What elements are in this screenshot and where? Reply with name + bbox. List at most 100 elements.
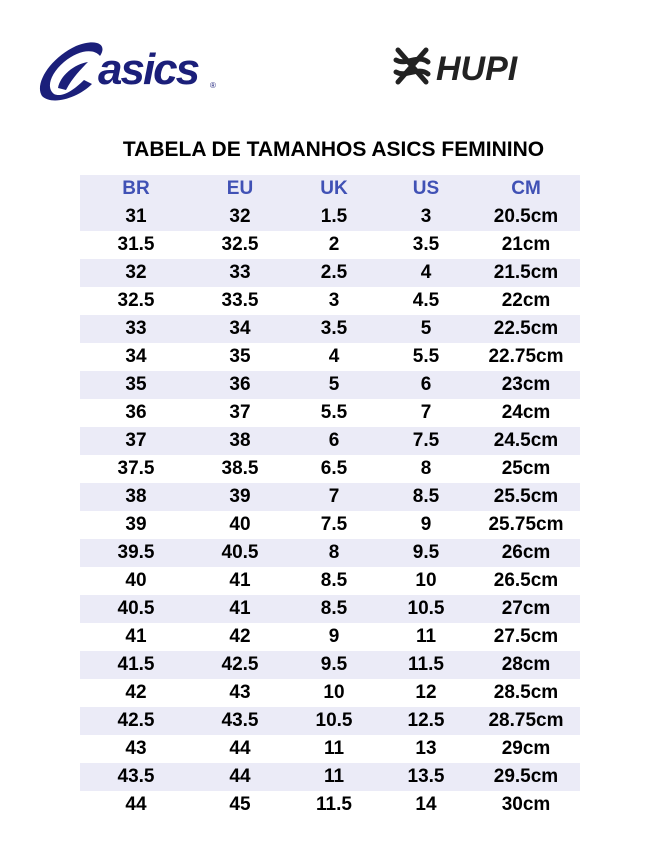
cell-uk: 8 [328,542,340,563]
cell-us: 7 [420,402,432,423]
table-row: 41.5 42.5 9.5 11.5 28cm [80,651,580,679]
cell-br: 41.5 [117,654,155,675]
cell-us: 9 [420,514,432,535]
cell-us: 7.5 [412,430,440,451]
cell-cm: 30cm [501,794,551,815]
cell-us: 3.5 [412,234,440,255]
cell-br: 43 [125,738,147,759]
cell-cm: 22.5cm [493,318,559,339]
cell-us: 13.5 [407,766,445,787]
cell-uk: 6.5 [320,458,348,479]
cell-br: 36 [125,402,147,423]
table-row: 32 33 2.5 4 21.5cm [80,259,580,287]
cell-eu: 44 [229,738,251,759]
cell-br: 32.5 [117,290,155,311]
cell-eu: 38 [229,430,251,451]
cell-uk: 10 [323,682,345,703]
cell-us: 6 [420,374,432,395]
cell-us: 3 [420,206,432,227]
cell-uk: 4 [328,346,340,367]
cell-cm: 24cm [501,402,551,423]
cell-eu: 37 [229,402,251,423]
cell-br: 37.5 [117,458,155,479]
cell-br: 31 [125,206,147,227]
size-table: BR EU UK US CM 31 32 1.5 3 20.5cm 31.5 32.5 2 3.… [80,175,580,819]
cell-cm: 22.75cm [488,346,564,367]
cell-cm: 27.5cm [493,626,559,647]
cell-br: 39.5 [117,542,155,563]
cell-us: 8.5 [412,486,440,507]
cell-br: 37 [125,430,147,451]
cell-br: 44 [125,794,147,815]
cell-cm: 26cm [501,542,551,563]
table-row: 40 41 8.5 10 26.5cm [80,567,580,595]
cell-br: 40 [125,570,147,591]
cell-cm: 22cm [501,290,551,311]
cell-eu: 41 [229,570,251,591]
cell-eu: 32 [229,206,251,227]
cell-eu: 42.5 [221,654,259,675]
cell-eu: 36 [229,374,251,395]
cell-cm: 28.75cm [488,710,564,731]
cell-uk: 7 [328,486,340,507]
cell-eu: 33 [229,262,251,283]
table-row: 31 32 1.5 3 20.5cm [80,203,580,231]
asics-logo: asics ® [39,42,216,101]
table-row: 38 39 7 8.5 25.5cm [80,483,580,511]
table-row: 32.5 33.5 3 4.5 22cm [80,287,580,315]
cell-uk: 10.5 [315,710,353,731]
header-br: BR [122,178,150,199]
cell-us: 13 [415,738,437,759]
table-row: 42 43 10 12 28.5cm [80,679,580,707]
cell-us: 10.5 [407,598,445,619]
cell-cm: 21.5cm [493,262,559,283]
table-row: 41 42 9 11 27.5cm [80,623,580,651]
cell-cm: 28.5cm [493,682,559,703]
cell-eu: 40 [229,514,251,535]
svg-text:®: ® [210,81,216,90]
table-row: 37 38 6 7.5 24.5cm [80,427,580,455]
table-row: 42.5 43.5 10.5 12.5 28.75cm [80,707,580,735]
cell-us: 11.5 [408,654,444,675]
cell-eu: 45 [229,794,251,815]
cell-cm: 20.5cm [493,206,559,227]
cell-br: 43.5 [117,766,155,787]
cell-eu: 40.5 [221,542,259,563]
cell-cm: 24.5cm [493,430,559,451]
cell-eu: 34 [229,318,251,339]
header-us: US [412,178,440,199]
cell-cm: 23cm [501,374,551,395]
cell-eu: 32.5 [221,234,259,255]
cell-eu: 42 [229,626,251,647]
cell-cm: 21cm [501,234,551,255]
cell-uk: 5.5 [320,402,348,423]
cell-br: 40.5 [117,598,155,619]
table-row: 39 40 7.5 9 25.75cm [80,511,580,539]
cell-eu: 44 [229,766,251,787]
table-row: 43.5 44 11 13.5 29.5cm [80,763,580,791]
cell-us: 4 [420,262,432,283]
cell-br: 42 [125,682,147,703]
svg-text:HUPI: HUPI [436,50,519,88]
cell-eu: 38.5 [221,458,259,479]
table-row: 44 45 11.5 14 30cm [80,791,580,819]
cell-br: 41 [125,626,147,647]
cell-us: 5 [420,318,432,339]
table-header-row: BR EU UK US CM [80,175,580,203]
cell-us: 12 [415,682,437,703]
table-row: 39.5 40.5 8 9.5 26cm [80,539,580,567]
cell-uk: 2 [328,234,340,255]
cell-eu: 35 [229,346,251,367]
table-row: 31.5 32.5 2 3.5 21cm [80,231,580,259]
cell-uk: 3 [328,290,340,311]
cell-br: 39 [125,514,147,535]
cell-cm: 26.5cm [493,570,559,591]
cell-cm: 29.5cm [493,766,559,787]
table-row: 43 44 11 13 29cm [80,735,580,763]
svg-text:asics: asics [98,45,199,94]
cell-uk: 6 [328,430,340,451]
table-row: 40.5 41 8.5 10.5 27cm [80,595,580,623]
cell-us: 4.5 [412,290,440,311]
table-row: 37.5 38.5 6.5 8 25cm [80,455,580,483]
cell-cm: 27cm [501,598,551,619]
